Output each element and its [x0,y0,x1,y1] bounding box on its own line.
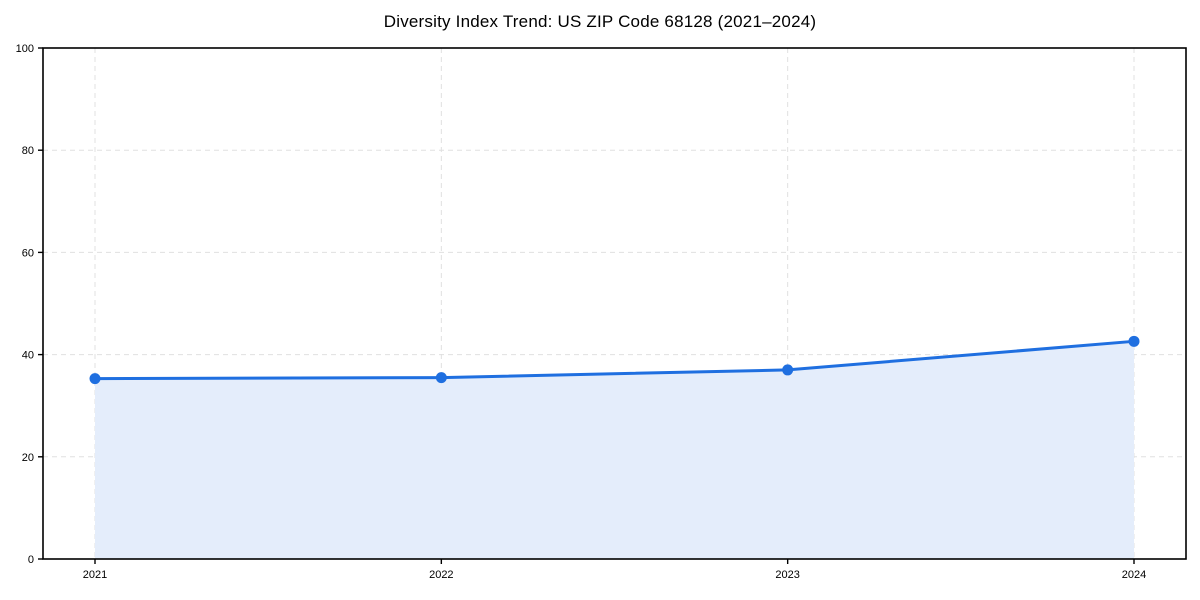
y-tick-label: 100 [16,43,34,55]
x-tick-label: 2021 [83,569,107,581]
data-point-2024 [1128,335,1140,347]
y-tick-label: 80 [22,145,34,157]
chart-title: Diversity Index Trend: US ZIP Code 68128… [383,12,817,31]
area-fill [95,341,1134,559]
data-point-2023 [782,364,794,376]
data-point-2022 [435,372,447,384]
plot-border [42,47,1187,560]
data-point-2021 [89,373,101,385]
trend-line [93,339,1136,381]
x-tick-label: 2024 [1122,569,1146,581]
y-tick-label: 20 [22,452,34,464]
x-tick-label: 2022 [429,569,453,581]
y-tick-label: 40 [22,350,34,362]
y-tick-label: 0 [28,554,34,566]
y-tick-label: 60 [22,247,34,259]
x-tick-label: 2023 [775,569,799,581]
